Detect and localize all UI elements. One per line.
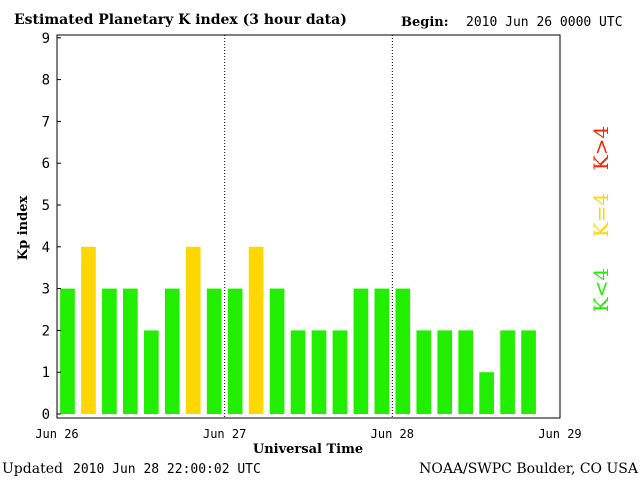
kp-bar-20 bbox=[458, 330, 474, 414]
y-tick-label: 6 bbox=[42, 156, 50, 172]
kp-bar-10 bbox=[248, 246, 264, 414]
begin-value: 2010 Jun 26 0000 UTC bbox=[466, 15, 623, 30]
day-dividers bbox=[224, 35, 393, 418]
x-axis-ticks: Jun 26 Jun 27 Jun 28 Jun 29 bbox=[35, 427, 581, 441]
y-tick-label: 3 bbox=[42, 282, 50, 298]
bar-series bbox=[60, 246, 536, 414]
kp-bar-3 bbox=[102, 288, 117, 414]
kp-bar-15 bbox=[353, 288, 369, 414]
y-axis-ticks: 0 1 2 3 4 5 6 7 8 9 bbox=[42, 31, 61, 423]
x-tick-label: Jun 28 bbox=[371, 427, 414, 441]
y-axis-label: Kp index bbox=[16, 196, 31, 261]
legend-equal-4: K=4 bbox=[589, 193, 613, 237]
kp-bar-12 bbox=[290, 330, 306, 414]
updated-value: 2010 Jun 28 22:00:02 UTC bbox=[73, 462, 261, 477]
begin-label: Begin: bbox=[401, 15, 449, 30]
kp-bar-1 bbox=[60, 288, 75, 414]
kp-bar-11 bbox=[269, 288, 285, 414]
kp-bar-19 bbox=[437, 330, 453, 414]
x-tick-label: Jun 29 bbox=[538, 427, 581, 441]
chart-title: Estimated Planetary K index (3 hour data… bbox=[14, 12, 347, 28]
legend-below-4: K<4 bbox=[589, 268, 613, 312]
legend-above-4: K>4 bbox=[589, 126, 613, 170]
kp-bar-21 bbox=[479, 372, 494, 414]
kp-bar-5 bbox=[143, 330, 159, 414]
kp-bar-16 bbox=[374, 288, 390, 414]
kp-bar-18 bbox=[416, 330, 432, 414]
kp-bar-23 bbox=[521, 330, 536, 414]
y-tick-label: 2 bbox=[42, 323, 50, 339]
kp-bar-9 bbox=[227, 288, 243, 414]
plot-area bbox=[56, 34, 561, 419]
x-tick-label: Jun 27 bbox=[203, 427, 246, 441]
x-tick-label: Jun 26 bbox=[35, 427, 78, 441]
kp-bar-6 bbox=[164, 288, 180, 414]
updated-label: Updated bbox=[2, 461, 63, 477]
y-tick-label: 7 bbox=[42, 114, 50, 130]
kp-bar-17 bbox=[395, 288, 411, 414]
source-credit: NOAA/SWPC Boulder, CO USA bbox=[419, 461, 639, 477]
x-axis-label: Universal Time bbox=[253, 442, 363, 457]
y-tick-label: 4 bbox=[42, 240, 50, 256]
y-tick-label: 1 bbox=[42, 365, 50, 381]
y-tick-label: 9 bbox=[42, 31, 50, 47]
kp-bar-7 bbox=[185, 246, 201, 414]
y-tick-label: 0 bbox=[42, 407, 50, 423]
y-tick-label: 5 bbox=[42, 198, 50, 214]
kp-bar-13 bbox=[311, 330, 327, 414]
y-tick-label: 8 bbox=[42, 73, 50, 89]
kp-bar-8 bbox=[206, 288, 222, 414]
kp-bar-22 bbox=[500, 330, 515, 414]
kp-bar-14 bbox=[332, 330, 348, 414]
kp-bar-4 bbox=[123, 288, 138, 414]
kp-bar-2 bbox=[81, 246, 96, 414]
